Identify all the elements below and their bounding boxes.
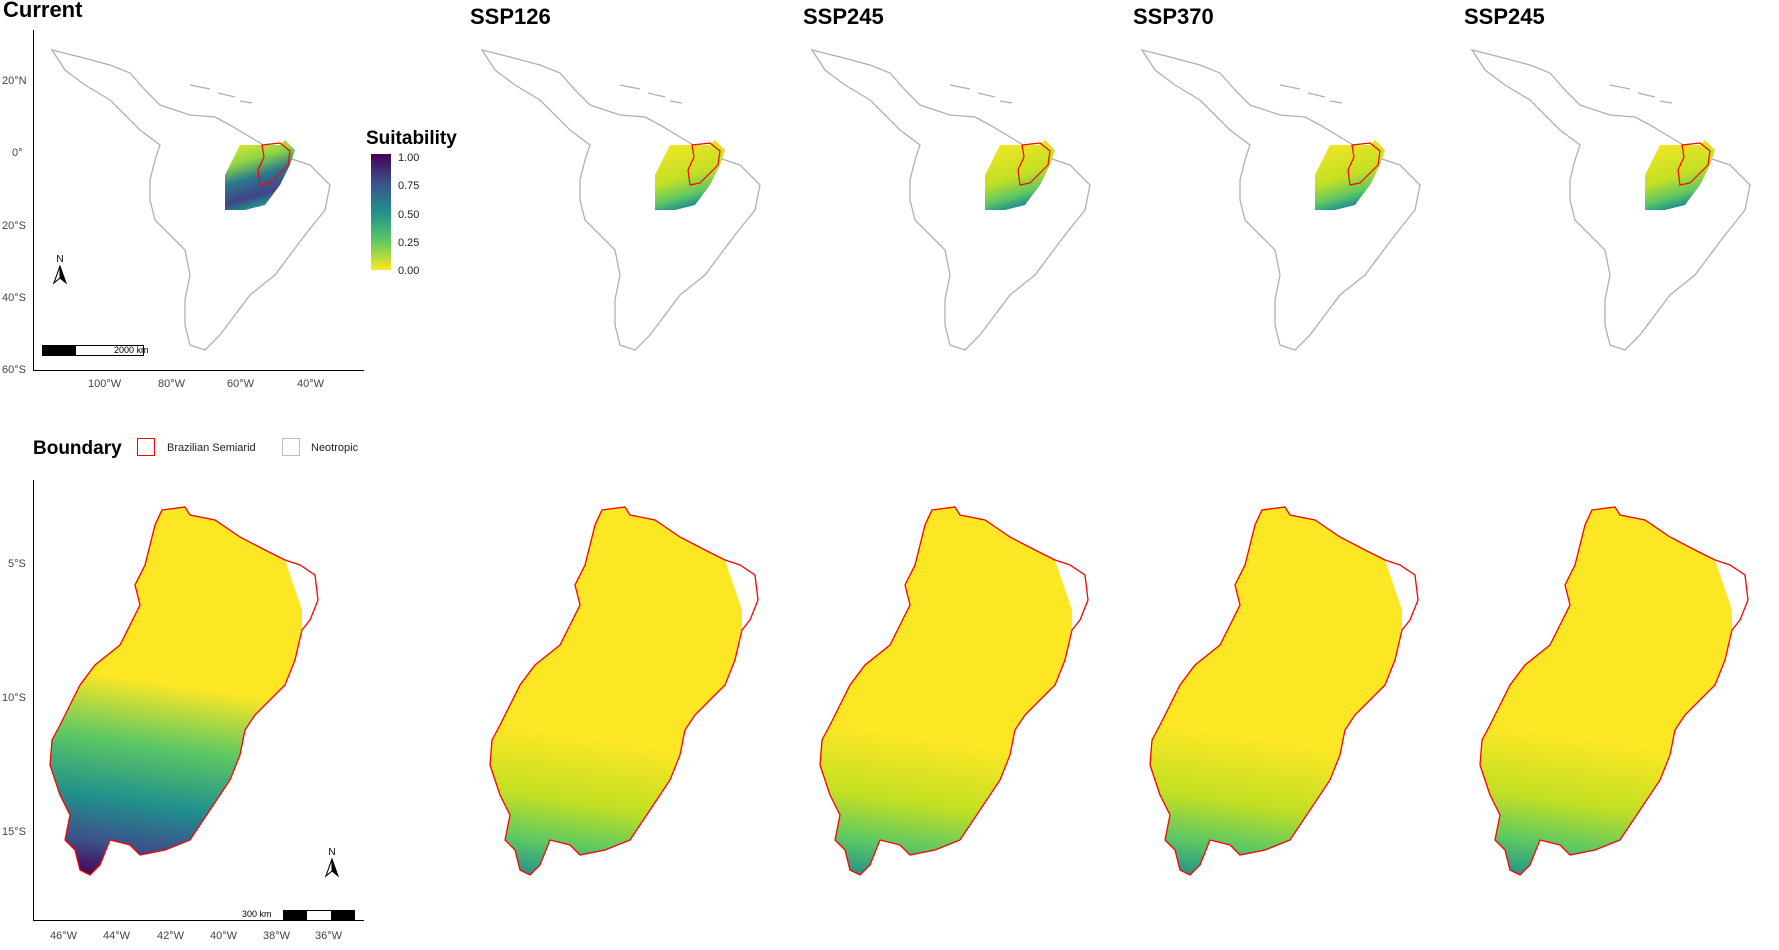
bottom-x-label-36w: 36°W	[315, 930, 343, 942]
top-y-label-40s: 40°S	[2, 292, 26, 304]
legend-tick-050: 0.50	[398, 209, 420, 221]
top-x-label-100w: 100°W	[88, 378, 122, 390]
north-arrow-label: N	[56, 254, 64, 265]
top-y-label-20n: 20°N	[2, 75, 27, 87]
scalebar-bottom-label: 300 km	[242, 909, 272, 919]
map-ssp245-neotropic-a	[811, 49, 1091, 351]
semiarid-outline	[257, 142, 291, 186]
boundary-key-neotropic	[282, 438, 300, 456]
panel-title-current: Current	[3, 0, 83, 22]
map-current-neotropic	[50, 48, 331, 351]
boundary-key-semiarid	[137, 438, 155, 456]
scalebar-top-label: 2000 km	[114, 345, 149, 355]
map-ssp370-semiarid	[1149, 506, 1419, 876]
panel-title-ssp126: SSP126	[470, 4, 551, 29]
bottom-y-label-10s: 10°S	[2, 692, 26, 704]
map-ssp245-semiarid-b	[1479, 506, 1749, 876]
scalebar-bottom	[283, 910, 355, 921]
caribbean-islands	[189, 84, 253, 104]
north-arrow-top: N	[50, 255, 70, 285]
legend-tick-000: 0.00	[398, 265, 420, 277]
map-ssp126-neotropic	[481, 49, 761, 351]
boundary-label-semiarid: Brazilian Semiarid	[167, 442, 256, 454]
panel-title-ssp245-b: SSP245	[1464, 4, 1545, 29]
legend-tick-025: 0.25	[398, 237, 420, 249]
legend-tick-075: 0.75	[398, 180, 420, 192]
panel-title-ssp245-a: SSP245	[803, 4, 884, 29]
north-arrow-label: N	[328, 847, 336, 858]
top-x-label-60w: 60°W	[227, 378, 255, 390]
bottom-x-label-42w: 42°W	[157, 930, 185, 942]
bottom-axis-frame	[33, 480, 364, 921]
north-arrow-icon	[324, 857, 340, 878]
scalebar-bottom-gap	[307, 911, 331, 920]
top-y-label-60s: 60°S	[2, 364, 26, 376]
legend-tick-100: 1.00	[398, 152, 420, 164]
map-ssp245-neotropic-b	[1471, 49, 1751, 351]
bottom-x-label-44w: 44°W	[103, 930, 131, 942]
top-axis-frame	[33, 30, 364, 371]
boundary-label-neotropic: Neotropic	[311, 442, 359, 454]
top-x-label-80w: 80°W	[158, 378, 186, 390]
scalebar-top-fill	[43, 346, 76, 355]
legend-colorbar	[371, 154, 391, 270]
top-y-label-0: 0°	[12, 147, 23, 159]
bottom-x-label-38w: 38°W	[263, 930, 291, 942]
map-ssp126-semiarid	[489, 506, 759, 876]
map-current-semiarid	[49, 506, 319, 876]
legend-title: Suitability	[366, 128, 457, 149]
north-arrow-bottom: N	[322, 848, 342, 878]
neotropic-outline	[50, 48, 331, 351]
scalebar-top	[42, 345, 144, 356]
boundary-legend-title: Boundary	[33, 438, 122, 459]
bottom-x-label-40w: 40°W	[210, 930, 238, 942]
top-y-label-20s: 20°S	[2, 220, 26, 232]
north-arrow-icon	[52, 264, 68, 285]
panel-title-ssp370: SSP370	[1133, 4, 1214, 29]
map-ssp370-neotropic	[1141, 49, 1421, 351]
top-x-label-40w: 40°W	[297, 378, 325, 390]
map-ssp245-semiarid-a	[819, 506, 1089, 876]
bottom-y-label-15s: 15°S	[2, 826, 26, 838]
suitability-raster	[225, 140, 295, 210]
bottom-x-label-46w: 46°W	[50, 930, 78, 942]
bottom-y-label-5s: 5°S	[8, 558, 26, 570]
